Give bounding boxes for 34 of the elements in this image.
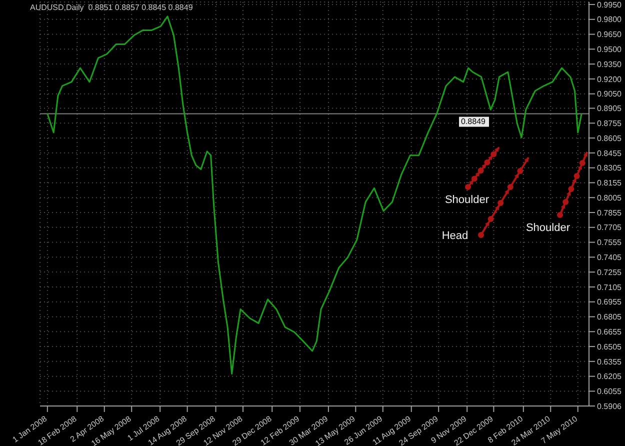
y-tick-label: 0.9950 [597, 0, 622, 10]
y-tick-label: 0.8605 [597, 134, 622, 143]
y-tick-label: 0.6505 [597, 342, 622, 352]
y-tick-label: 0.7555 [597, 238, 622, 248]
y-tick-label: 0.9800 [597, 15, 622, 24]
y-tick-label: 0.9500 [597, 45, 622, 54]
y-tick-label: 0.7705 [597, 223, 622, 232]
y-tick-label: 0.7105 [597, 282, 622, 292]
y-tick-label: 0.8005 [597, 193, 622, 202]
y-tick-label: 0.6655 [597, 327, 622, 336]
y-tick-label: 0.8455 [597, 148, 622, 158]
y-tick-label: 0.9650 [597, 30, 622, 40]
y-tick-label: 0.8755 [597, 118, 622, 128]
y-tick-label: 0.6805 [597, 312, 622, 322]
y-tick-label: 0.6205 [597, 372, 622, 382]
y-tick-label: 0.8155 [597, 178, 622, 188]
y-tick-label: 0.7255 [597, 268, 622, 277]
annotation: Shoulder [526, 222, 570, 234]
annotation: Head [442, 230, 468, 242]
y-tick-label: 0.6055 [597, 387, 622, 396]
y-tick-label: 0.8905 [597, 104, 622, 114]
y-tick-label: 0.9200 [597, 74, 622, 84]
y-tick-label: 0.5906 [597, 402, 622, 411]
y-tick-label: 0.9350 [597, 60, 622, 69]
y-tick-label: 0.7855 [597, 208, 622, 218]
chart-title: AUDUSD,Daily 0.8851 0.8857 0.8845 0.8849 [30, 3, 193, 12]
annotation: Shoulder [444, 194, 490, 206]
line-series [46, 16, 582, 375]
y-tick-label: 0.6355 [597, 357, 622, 366]
y-tick-label: 0.9050 [597, 90, 622, 99]
y-tick-label: 0.8305 [597, 164, 622, 173]
y-tick-label: 0.6955 [597, 298, 622, 307]
y-tick-label: 0.7405 [597, 253, 622, 262]
ref-line-label: 0.8849 [461, 116, 486, 126]
